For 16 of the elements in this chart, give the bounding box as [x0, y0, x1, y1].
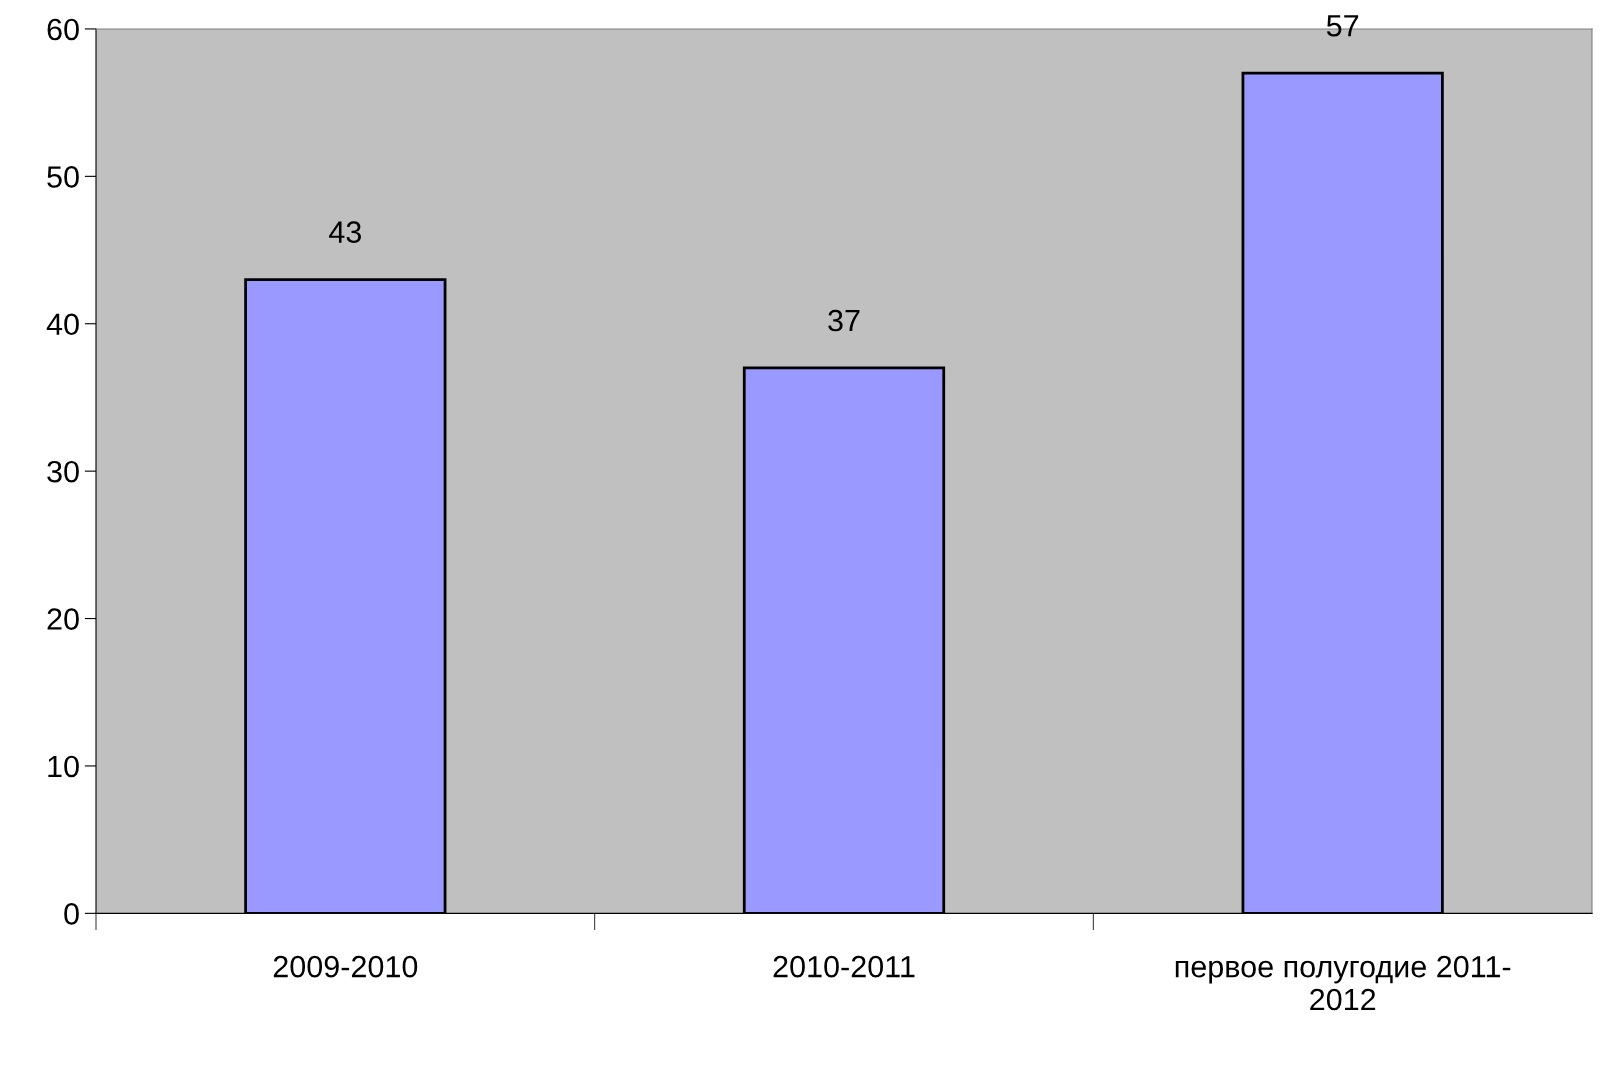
y-tick-label: 40 [46, 313, 79, 336]
x-tick-label: 2010-2011 [773, 955, 915, 978]
y-tick-label: 30 [47, 460, 79, 483]
y-tick-label: 60 [47, 18, 79, 41]
y-tick-label: 50 [47, 166, 79, 188]
bar [1241, 71, 1444, 914]
bar [244, 278, 447, 914]
x-tick-label: первое полугодие 2011- 2012 [1175, 955, 1511, 1011]
bar [742, 366, 946, 914]
y-tick-label: 20 [47, 608, 79, 630]
data-label: 37 [828, 309, 860, 332]
data-label: 43 [329, 221, 361, 243]
y-tick-label: 0 [64, 903, 79, 925]
x-tick-label: 2009-2010 [273, 955, 418, 978]
y-tick-label: 10 [48, 755, 79, 778]
data-label: 57 [1326, 15, 1359, 37]
